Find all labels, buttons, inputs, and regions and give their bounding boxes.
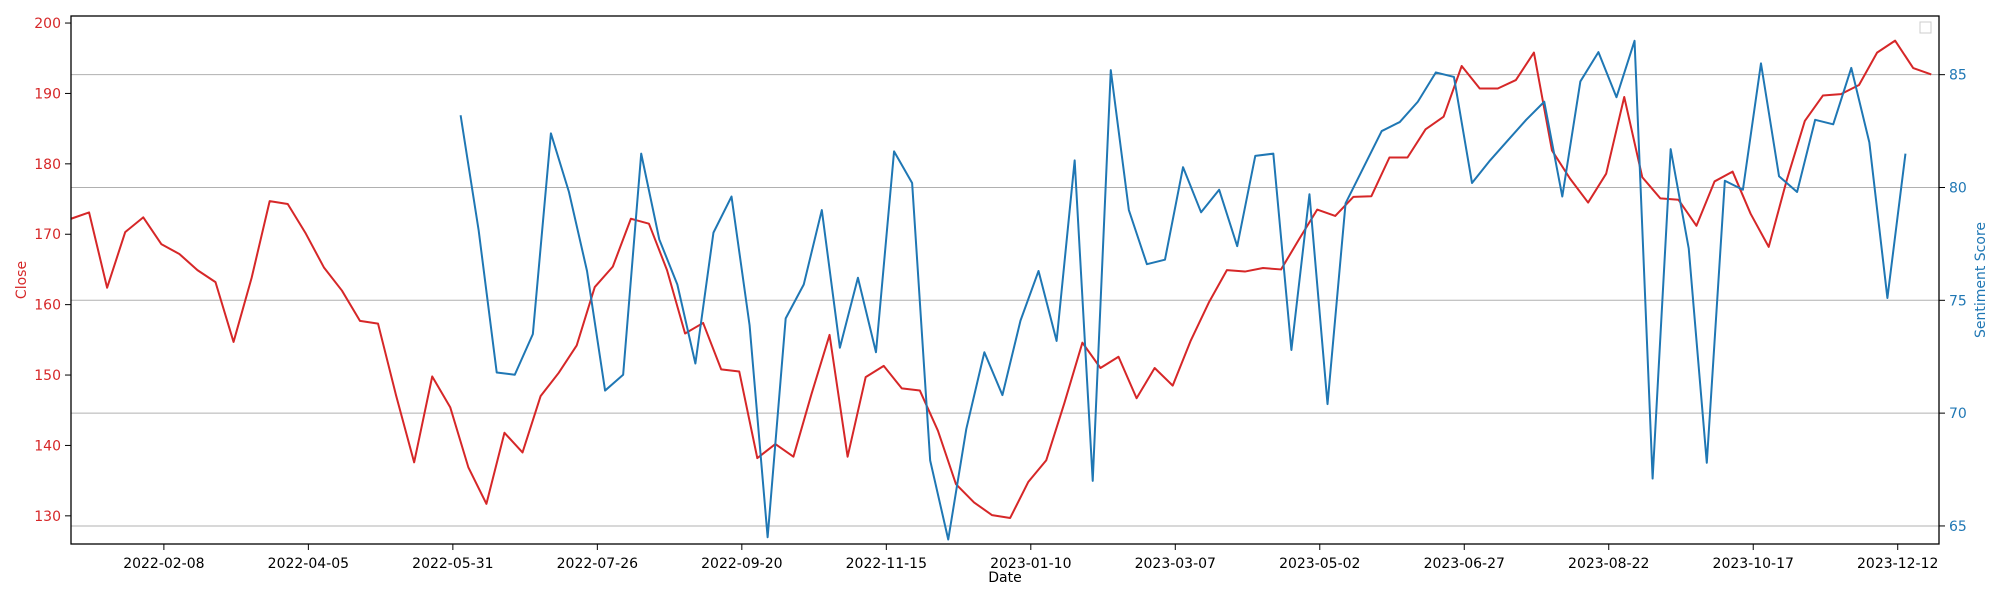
y-left-tick-label-1: 140 (34, 438, 61, 454)
x-tick-label-10: 2023-08-22 (1568, 556, 1649, 572)
plot-frame (70, 15, 1940, 545)
x-tick-label-0: 2022-02-08 (123, 556, 204, 572)
series-layer (70, 39, 1932, 541)
x-tick-label-8: 2023-05-02 (1279, 556, 1360, 572)
grid-layer (71, 74, 1939, 527)
y-right-tick-label-2: 75 (1949, 293, 1967, 309)
y-right-tick-label-1: 70 (1949, 406, 1967, 422)
x-tick-label-7: 2023-03-07 (1135, 556, 1216, 572)
y-right-tick-label-4: 85 (1949, 68, 1967, 84)
sentiment-score-series-line (459, 39, 1907, 541)
x-tick-label-12: 2023-12-12 (1857, 556, 1938, 572)
close-series-line (70, 39, 1932, 519)
x-tick-label-5: 2022-11-15 (846, 556, 927, 572)
y-left-tick-label-3: 160 (34, 298, 61, 314)
y-left-tick-label-2: 150 (34, 368, 61, 384)
x-tick-label-9: 2023-06-27 (1424, 556, 1505, 572)
x-tick-label-11: 2023-10-17 (1713, 556, 1794, 572)
y-right-tick-label-0: 65 (1949, 519, 1967, 535)
x-tick-label-4: 2022-09-20 (701, 556, 782, 572)
legend-box (1919, 21, 1932, 34)
y-left-tick-label-7: 200 (34, 16, 61, 32)
y-left-tick-label-0: 130 (34, 509, 61, 525)
y-left-tick-label-5: 180 (34, 157, 61, 173)
y-right-axis-title: Sentiment Score (1973, 222, 1989, 338)
x-tick-label-3: 2022-07-26 (557, 556, 638, 572)
y-right-tick-label-3: 80 (1949, 180, 1967, 196)
y-left-axis-title: Close (14, 261, 30, 299)
y-left-tick-label-4: 170 (34, 227, 61, 243)
x-tick-label-1: 2022-04-05 (268, 556, 349, 572)
axes-layer: 2022-02-08 2022-04-05 2022-05-31 2022-07-26… (34, 16, 1967, 572)
x-tick-label-2: 2022-05-31 (412, 556, 493, 572)
x-tick-label-6: 2023-01-10 (990, 556, 1071, 572)
x-axis-title: Date (988, 570, 1021, 586)
y-left-tick-label-6: 190 (34, 86, 61, 102)
